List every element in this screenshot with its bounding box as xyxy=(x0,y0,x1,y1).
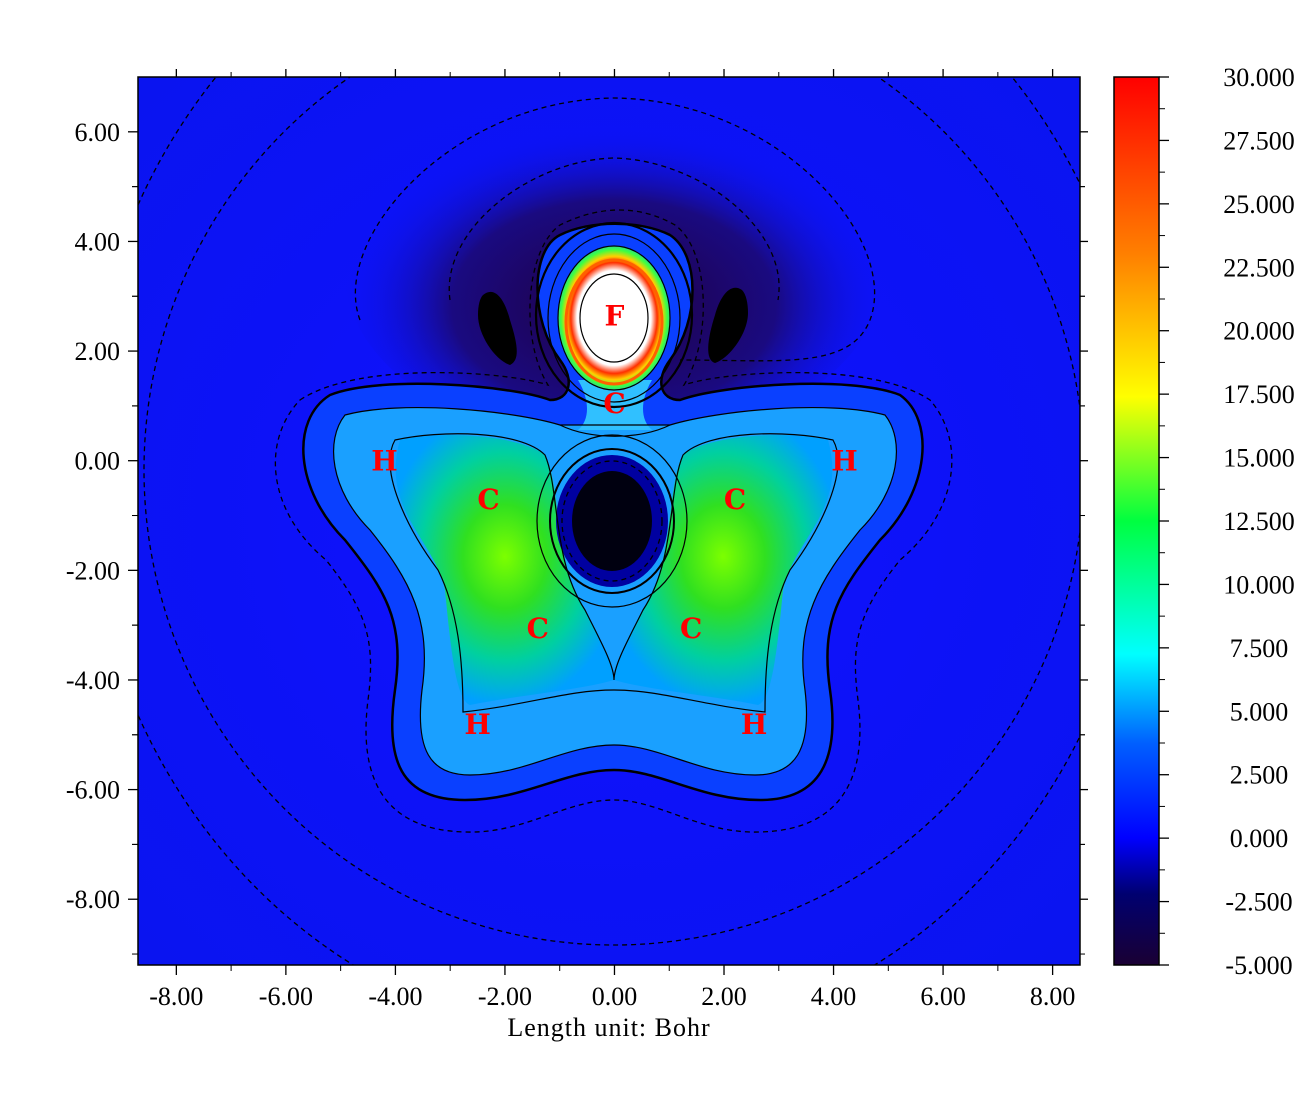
x-tick-label: -4.00 xyxy=(368,982,422,1011)
x-tick-label: 2.00 xyxy=(701,982,747,1011)
y-tick-label: 4.00 xyxy=(75,227,121,256)
y-tick-label: -6.00 xyxy=(66,776,120,805)
atom-label-c: C xyxy=(603,387,625,420)
density-field xyxy=(138,77,1080,965)
x-tick-label: 4.00 xyxy=(811,982,857,1011)
y-tick-label: 2.00 xyxy=(75,337,121,366)
x-tick-label: -6.00 xyxy=(259,982,313,1011)
colorbar-tick-label: 17.500 xyxy=(1223,380,1295,409)
colorbar-tick-label: -5.000 xyxy=(1225,951,1292,980)
atom-label-h: H xyxy=(464,708,490,741)
colorbar-tick-label: 15.000 xyxy=(1223,444,1295,473)
colorbar-tick-label: 22.500 xyxy=(1223,253,1295,282)
x-tick-label: -2.00 xyxy=(478,982,532,1011)
atom-labels: F C C C C C H H H H xyxy=(371,299,858,740)
colorbar-tick-label: 20.000 xyxy=(1223,317,1295,346)
y-tick-label: 0.00 xyxy=(75,447,121,476)
contour-lines xyxy=(138,77,1080,965)
y-tick-label: -8.00 xyxy=(66,885,120,914)
colorbar-tick-label: 12.500 xyxy=(1223,507,1295,536)
x-tick-label: -8.00 xyxy=(149,982,203,1011)
colorbar-tick-label: 0.000 xyxy=(1230,824,1289,853)
x-axis-label: Length unit: Bohr xyxy=(507,1013,710,1042)
atom-label-c: C xyxy=(527,612,549,645)
atom-label-c: C xyxy=(680,612,702,645)
y-tick-label: -2.00 xyxy=(66,556,120,585)
y-axis: 6.00 4.00 2.00 0.00 -2.00 -4.00 -6.00 -8.00 xyxy=(66,118,1088,955)
colorbar-tick-label: 25.000 xyxy=(1223,190,1295,219)
colorbar-tick-label: -2.500 xyxy=(1225,888,1292,917)
x-tick-label: 0.00 xyxy=(592,982,638,1011)
colorbar xyxy=(1113,76,1160,966)
x-axis: -8.00 -6.00 -4.00 -2.00 0.00 2.00 4.00 6.00 8.00 xyxy=(149,69,1075,1011)
atom-label-h: H xyxy=(371,445,397,478)
y-tick-label: -4.00 xyxy=(66,666,120,695)
plot-frame xyxy=(137,76,1081,966)
atom-label-c: C xyxy=(724,483,746,516)
atom-label-h: H xyxy=(741,708,767,741)
colorbar-axis: 30.000 27.500 25.000 22.500 20.000 17.500 15.0… xyxy=(1159,63,1295,980)
x-tick-label: 8.00 xyxy=(1030,982,1076,1011)
colorbar-tick-label: 27.500 xyxy=(1223,126,1295,155)
atom-label-c: C xyxy=(477,483,499,516)
x-tick-label: 6.00 xyxy=(920,982,966,1011)
colorbar-tick-label: 10.000 xyxy=(1223,570,1295,599)
colorbar-tick-label: 5.000 xyxy=(1230,697,1289,726)
colorbar-tick-label: 7.500 xyxy=(1230,634,1289,663)
colorbar-tick-label: 2.500 xyxy=(1230,761,1289,790)
atom-label-f: F xyxy=(605,299,625,332)
atom-label-h: H xyxy=(831,445,857,478)
colorbar-tick-label: 30.000 xyxy=(1223,63,1295,92)
y-tick-label: 6.00 xyxy=(75,118,121,147)
